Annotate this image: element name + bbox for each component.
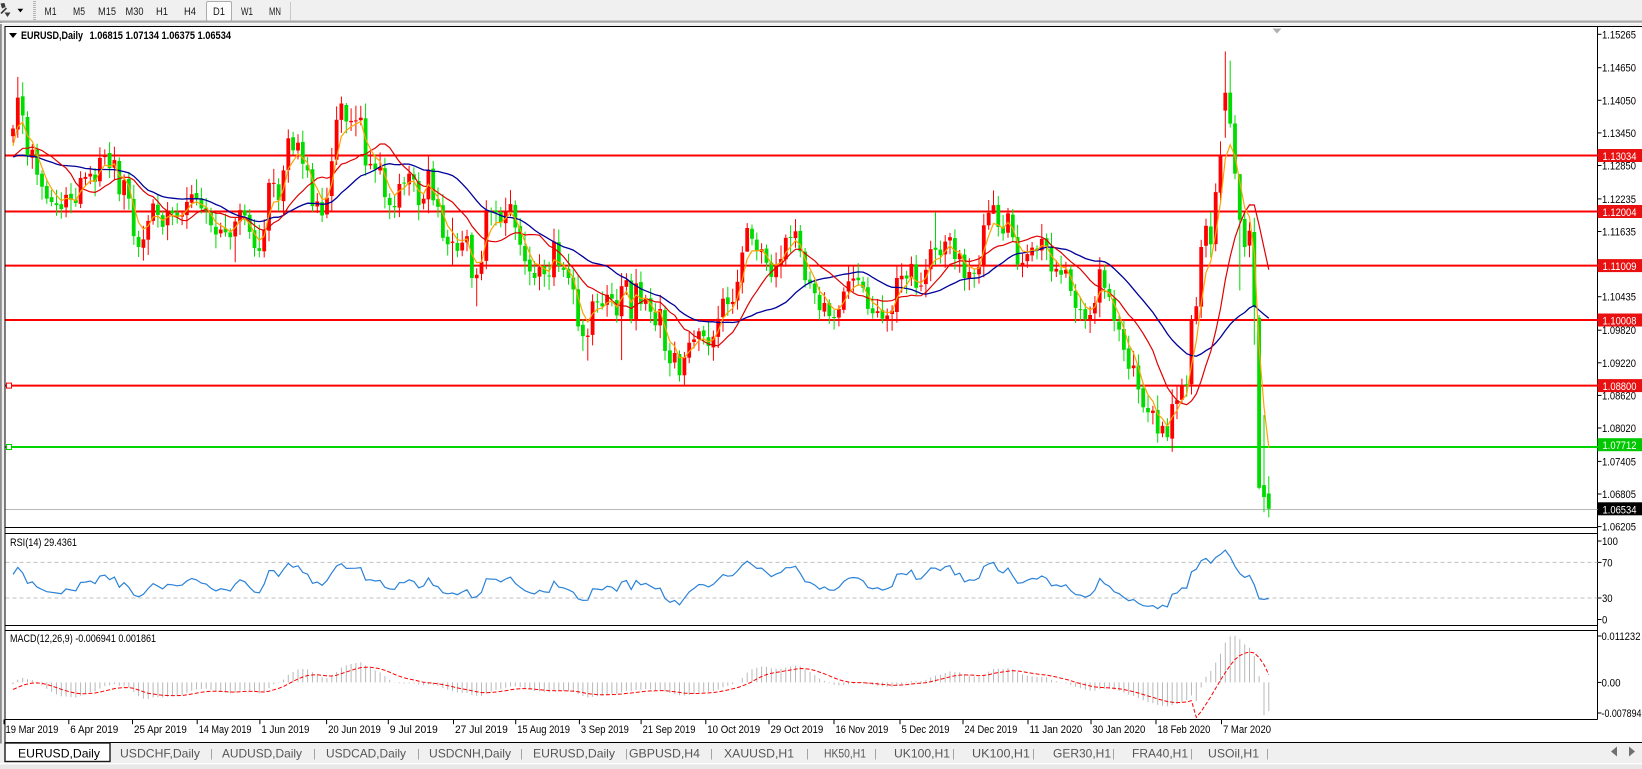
svg-text:15 Aug 2019: 15 Aug 2019 bbox=[517, 724, 570, 736]
svg-text:21 Sep 2019: 21 Sep 2019 bbox=[643, 724, 696, 736]
svg-text:M15: M15 bbox=[98, 6, 116, 18]
svg-text:H1: H1 bbox=[156, 6, 168, 18]
svg-text:1.08620: 1.08620 bbox=[1602, 390, 1636, 402]
svg-text:1.06205: 1.06205 bbox=[1602, 522, 1636, 534]
svg-text:6 Apr 2019: 6 Apr 2019 bbox=[70, 724, 118, 736]
svg-text:0.00: 0.00 bbox=[1602, 677, 1621, 689]
svg-text:1.10435: 1.10435 bbox=[1602, 292, 1636, 304]
svg-text:1.14650: 1.14650 bbox=[1602, 63, 1636, 75]
svg-text:UK100,H1: UK100,H1 bbox=[894, 747, 950, 761]
svg-text:1 Jun 2019: 1 Jun 2019 bbox=[261, 724, 309, 736]
svg-text:|: | bbox=[1266, 748, 1269, 760]
svg-text:|: | bbox=[874, 748, 877, 760]
svg-text:GBPUSD,H4: GBPUSD,H4 bbox=[629, 747, 700, 761]
svg-text:1.08800: 1.08800 bbox=[1603, 381, 1637, 393]
svg-text:11 Jan 2020: 11 Jan 2020 bbox=[1030, 724, 1083, 736]
svg-text:-0.007894: -0.007894 bbox=[1602, 708, 1642, 720]
svg-text:1.11635: 1.11635 bbox=[1602, 227, 1636, 239]
svg-text:1.08020: 1.08020 bbox=[1602, 423, 1636, 435]
svg-text:|: | bbox=[1112, 748, 1115, 760]
svg-text:1.10008: 1.10008 bbox=[1603, 316, 1637, 328]
svg-text:1.09820: 1.09820 bbox=[1602, 325, 1636, 337]
svg-text:30 Jan 2020: 30 Jan 2020 bbox=[1093, 724, 1146, 736]
svg-text:0: 0 bbox=[1602, 615, 1607, 627]
svg-text:USDCNH,Daily: USDCNH,Daily bbox=[429, 747, 511, 761]
svg-text:24 Dec 2019: 24 Dec 2019 bbox=[965, 724, 1018, 736]
svg-text:USDCAD,Daily: USDCAD,Daily bbox=[326, 747, 406, 761]
svg-text:H4: H4 bbox=[184, 6, 196, 18]
svg-text:27 Jul 2019: 27 Jul 2019 bbox=[455, 724, 508, 736]
svg-text:USDCHF,Daily: USDCHF,Daily bbox=[120, 747, 200, 761]
svg-text:|: | bbox=[710, 748, 713, 760]
svg-text:|: | bbox=[1032, 748, 1035, 760]
svg-text:1.07405: 1.07405 bbox=[1602, 456, 1636, 468]
svg-text:RSI(14) 29.4361: RSI(14) 29.4361 bbox=[10, 537, 77, 549]
svg-text:100: 100 bbox=[1602, 536, 1618, 548]
svg-text:1.07712: 1.07712 bbox=[1603, 440, 1637, 452]
svg-text:30: 30 bbox=[1602, 593, 1613, 605]
svg-text:|: | bbox=[520, 748, 523, 760]
svg-text:1.12235: 1.12235 bbox=[1602, 194, 1636, 206]
svg-text:1.12850: 1.12850 bbox=[1602, 161, 1636, 173]
svg-text:|: | bbox=[1190, 748, 1193, 760]
svg-text:1.06805: 1.06805 bbox=[1602, 489, 1636, 501]
svg-text:|: | bbox=[417, 748, 420, 760]
svg-text:1.11009: 1.11009 bbox=[1603, 261, 1637, 273]
svg-text:1.13034: 1.13034 bbox=[1603, 151, 1637, 163]
svg-text:M1: M1 bbox=[45, 6, 57, 18]
svg-text:M30: M30 bbox=[126, 6, 144, 18]
svg-text:14 May 2019: 14 May 2019 bbox=[199, 724, 252, 736]
svg-text:1.06534: 1.06534 bbox=[1603, 504, 1637, 516]
svg-text:10 Oct 2019: 10 Oct 2019 bbox=[707, 724, 760, 736]
svg-text:AUDUSD,Daily: AUDUSD,Daily bbox=[222, 747, 302, 761]
svg-text:18 Feb 2020: 18 Feb 2020 bbox=[1158, 724, 1211, 736]
svg-text:29 Oct 2019: 29 Oct 2019 bbox=[771, 724, 824, 736]
svg-text:9 Jul 2019: 9 Jul 2019 bbox=[390, 724, 438, 736]
svg-text:20 Jun 2019: 20 Jun 2019 bbox=[328, 724, 381, 736]
svg-text:7 Mar 2020: 7 Mar 2020 bbox=[1223, 724, 1271, 736]
svg-text:|: | bbox=[806, 748, 809, 760]
svg-text:70: 70 bbox=[1602, 557, 1613, 569]
svg-text:1.14050: 1.14050 bbox=[1602, 95, 1636, 107]
svg-text:1.15265: 1.15265 bbox=[1602, 29, 1636, 41]
svg-text:1.13450: 1.13450 bbox=[1602, 128, 1636, 140]
svg-text:EURUSD,Daily: EURUSD,Daily bbox=[533, 747, 615, 761]
svg-text:USOil,H1: USOil,H1 bbox=[1208, 747, 1259, 761]
svg-text:5 Dec 2019: 5 Dec 2019 bbox=[902, 724, 950, 736]
svg-text:|: | bbox=[952, 748, 955, 760]
svg-text:|: | bbox=[625, 748, 628, 760]
svg-text:1.06815 1.07134 1.06375 1.0653: 1.06815 1.07134 1.06375 1.06534 bbox=[90, 30, 232, 42]
svg-text:EURUSD,Daily: EURUSD,Daily bbox=[21, 30, 84, 42]
svg-text:MACD(12,26,9) -0.006941 0.0018: MACD(12,26,9) -0.006941 0.001861 bbox=[10, 633, 156, 645]
svg-text:1.12004: 1.12004 bbox=[1603, 207, 1637, 219]
svg-text:FRA40,H1: FRA40,H1 bbox=[1132, 747, 1188, 761]
svg-text:1.09220: 1.09220 bbox=[1602, 358, 1636, 370]
svg-text:EURUSD,Daily: EURUSD,Daily bbox=[18, 747, 100, 761]
svg-text:25 Apr 2019: 25 Apr 2019 bbox=[134, 724, 187, 736]
svg-text:3 Sep 2019: 3 Sep 2019 bbox=[581, 724, 629, 736]
svg-text:|: | bbox=[210, 748, 213, 760]
svg-text:|: | bbox=[313, 748, 316, 760]
svg-text:GER30,H1: GER30,H1 bbox=[1053, 747, 1111, 761]
svg-text:W1: W1 bbox=[241, 6, 253, 18]
svg-text:19 Mar 2019: 19 Mar 2019 bbox=[6, 724, 59, 736]
svg-text:MN: MN bbox=[269, 6, 281, 18]
svg-text:16 Nov 2019: 16 Nov 2019 bbox=[836, 724, 889, 736]
svg-text:XAUUSD,H1: XAUUSD,H1 bbox=[724, 747, 794, 761]
svg-text:0.011232: 0.011232 bbox=[1602, 631, 1641, 643]
svg-text:D1: D1 bbox=[213, 6, 225, 18]
svg-text:M5: M5 bbox=[73, 6, 85, 18]
svg-text:UK100,H1: UK100,H1 bbox=[972, 747, 1030, 761]
svg-text:HK50,H1: HK50,H1 bbox=[824, 747, 866, 761]
